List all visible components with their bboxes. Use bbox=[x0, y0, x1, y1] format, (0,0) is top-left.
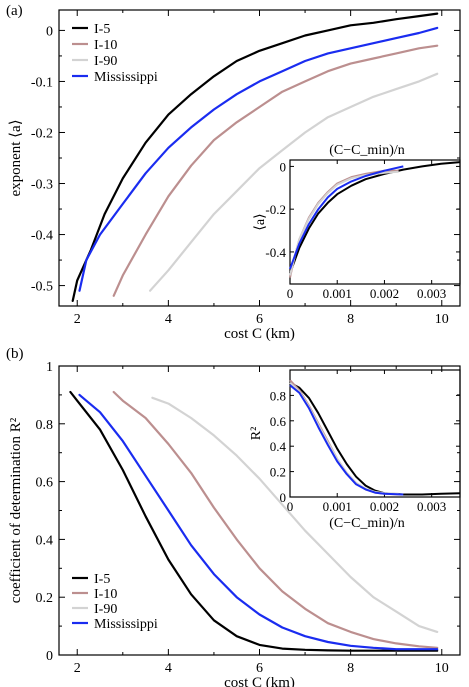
x-tick-label: 10 bbox=[435, 312, 449, 327]
x-tick-label: 6 bbox=[256, 312, 263, 327]
y-tick-label: -0.5 bbox=[31, 280, 53, 295]
series-line-mississippi bbox=[78, 393, 439, 651]
y-tick-label: 0 bbox=[280, 159, 287, 174]
x-tick-label: 0.002 bbox=[370, 499, 399, 514]
panel-b: (b) 2 4 6 8 10 0 0.2 0.4 0.6 0.8 1 cost C (km) coeffi… bbox=[6, 346, 461, 687]
inset-y-axis-label: ⟨a⟩ bbox=[253, 213, 268, 230]
y-tick-label: 0.4 bbox=[36, 533, 54, 548]
inset-top-label: (C−C_min)/n bbox=[329, 143, 405, 158]
legend-label: I-5 bbox=[94, 572, 110, 587]
panel-a: (a) 2 4 6 8 10 0 -0.1 -0.2 -0.3 -0.4 -0.5 cost C (km… bbox=[6, 3, 461, 342]
x-tick-label: 10 bbox=[435, 661, 449, 676]
y-tick-label: 0.2 bbox=[270, 465, 286, 480]
x-tick-label: 8 bbox=[347, 661, 354, 676]
series-line-i-10 bbox=[112, 390, 439, 649]
x-tick-label: 0.003 bbox=[417, 499, 446, 514]
y-tick-label: 0.2 bbox=[36, 591, 54, 606]
y-tick-label: 0 bbox=[280, 490, 287, 505]
inset-frame bbox=[289, 159, 461, 285]
series-line-i-10 bbox=[112, 44, 439, 297]
x-tick-label: 4 bbox=[165, 661, 172, 676]
plot-frame bbox=[58, 9, 461, 307]
y-tick-label: 0 bbox=[46, 24, 53, 39]
inset-series-line-i-5 bbox=[289, 381, 461, 496]
y-tick-label: 0 bbox=[46, 649, 53, 664]
inset-series-line-mississippi bbox=[289, 384, 404, 496]
x-axis-label: cost C (km) bbox=[224, 326, 295, 342]
legend-label: Mississippi bbox=[94, 70, 158, 85]
y-tick-label: 0.6 bbox=[36, 476, 54, 491]
y-tick-label: -0.1 bbox=[31, 75, 53, 90]
x-tick-label: 0.001 bbox=[323, 286, 352, 301]
plot-frame bbox=[58, 365, 461, 656]
y-tick-label: -0.2 bbox=[31, 126, 53, 141]
x-tick-label: 0.001 bbox=[323, 499, 352, 514]
y-axis-label: coefficient of determination R² bbox=[8, 417, 24, 603]
x-tick-label: 2 bbox=[74, 661, 81, 676]
inset-series-line-i-90 bbox=[289, 381, 399, 495]
y-tick-label: -0.4 bbox=[265, 245, 286, 260]
series-line-mississippi bbox=[78, 26, 439, 292]
series-line-i-5 bbox=[71, 12, 439, 302]
series-line-i-90 bbox=[149, 72, 439, 292]
x-tick-label: 8 bbox=[347, 312, 354, 327]
y-tick-label: 0.6 bbox=[270, 414, 287, 429]
legend-label: I-5 bbox=[94, 22, 110, 37]
inset-series-line-i-10 bbox=[289, 379, 399, 496]
legend-label: I-90 bbox=[94, 54, 117, 69]
y-tick-label: -0.3 bbox=[31, 178, 53, 193]
series-line-i-5 bbox=[69, 390, 439, 652]
x-tick-label: 0.002 bbox=[370, 286, 399, 301]
x-tick-label: 2 bbox=[74, 312, 81, 327]
inset-frame bbox=[289, 369, 461, 498]
inset-series-line-i-90 bbox=[289, 170, 399, 276]
legend-label: I-10 bbox=[94, 38, 117, 53]
y-tick-label: -0.2 bbox=[265, 202, 286, 217]
inset-plot: 0 0.001 0.002 0.003 0 -0.2 -0.4 (C−C_min)/n ⟨a⟩ bbox=[253, 143, 461, 301]
series-line-i-90 bbox=[151, 396, 439, 633]
x-tick-label: 0 bbox=[287, 286, 294, 301]
x-axis-label: cost C (km) bbox=[224, 675, 295, 687]
legend-label: Mississippi bbox=[94, 617, 158, 632]
inset-x-axis-label: (C−C_min)/n bbox=[329, 516, 405, 531]
x-tick-label: 0.003 bbox=[417, 286, 446, 301]
y-tick-label: 0.8 bbox=[270, 388, 286, 403]
y-tick-label: 0.8 bbox=[36, 418, 54, 433]
y-tick-label: 0.4 bbox=[270, 439, 287, 454]
panel-label: (a) bbox=[6, 3, 23, 19]
panel-label: (b) bbox=[6, 346, 24, 362]
x-tick-label: 0 bbox=[287, 499, 294, 514]
inset-series-line-mississippi bbox=[289, 165, 404, 270]
legend-label: I-90 bbox=[94, 602, 117, 617]
x-tick-label: 4 bbox=[165, 312, 172, 327]
y-axis-label: exponent ⟨a⟩ bbox=[8, 119, 24, 196]
inset-plot: 0 0.001 0.002 0.003 0 0.2 0.4 0.6 0.8 (C−C_min)/n… bbox=[249, 369, 461, 531]
y-tick-label: -0.4 bbox=[31, 229, 53, 244]
legend-label: I-10 bbox=[94, 587, 117, 602]
y-tick-label: 1 bbox=[46, 360, 53, 375]
x-tick-label: 6 bbox=[256, 661, 263, 676]
inset-y-axis-label: R² bbox=[249, 427, 264, 441]
inset-series-line-i-5 bbox=[289, 161, 461, 274]
